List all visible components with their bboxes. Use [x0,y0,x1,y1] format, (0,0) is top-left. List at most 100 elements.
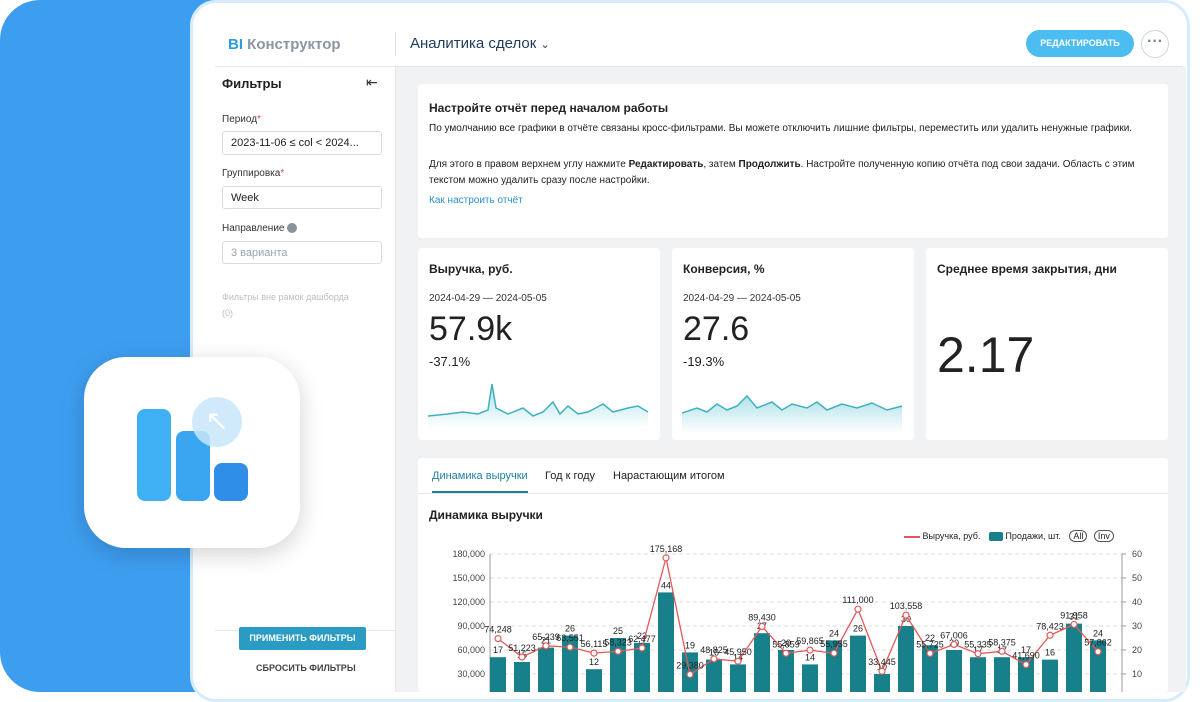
line-value-label: 56,115 [581,639,608,649]
y2-tick-label: 50 [1132,573,1142,583]
notice-link[interactable]: Как настроить отчёт [429,195,523,206]
kpi-value: 2.17 [937,327,1035,383]
info-icon[interactable] [287,223,298,234]
line-value-label: 29,380 [676,660,704,670]
line-point [806,646,814,654]
bar-value-label: 14 [733,652,743,662]
period-label: Период* [222,114,261,125]
line-value-label: 41,690 [1012,651,1040,661]
bar [946,650,962,692]
kpi-card: Конверсия, % 2024-04-29 — 2024-05-05 27.… [672,248,914,440]
apply-button[interactable]: ПРИМЕНИТЬ ФИЛЬТРЫ [239,627,366,650]
bar [490,657,506,692]
line-value-label: 33,445 [868,657,896,667]
label-text: Направление [222,223,285,234]
label-text: Период [222,114,258,125]
line-value-label: 111,000 [842,595,873,605]
y2-tick-label: 10 [1132,669,1142,679]
logo[interactable]: BI Конструктор [228,36,341,53]
more-button[interactable]: ··· [1141,30,1169,58]
line-point [974,650,982,658]
line-point [902,611,910,619]
bar-value-label: 24 [1093,628,1103,638]
notice-text: Для этого в правом верхнем углу нажмите … [429,157,1159,189]
notice-title: Настройте отчёт перед началом работы [429,101,669,115]
label-text: Группировка [222,168,281,179]
required-mark: * [257,114,261,125]
bar-value-label: 25 [613,626,623,636]
app-icon: ↖ [84,357,300,548]
legend-button[interactable]: All [1069,530,1088,542]
period-input[interactable]: 2023-11-06 ≤ col < 2024... [222,131,382,155]
report-select[interactable]: Аналитика сделок ⌄ [410,35,550,52]
bar [586,669,602,692]
tab[interactable]: Нарастающим итогом [613,470,725,482]
y-tick-label: 180,000 [452,549,485,559]
collapse-icon[interactable]: ⇤ [366,74,378,90]
bar [634,642,650,692]
bar-value-label: 19 [685,640,695,650]
line-point [542,642,550,650]
bar [1018,657,1034,692]
line-value-label: 55,335 [964,640,992,650]
bold-text: Редактировать [628,159,704,170]
bar-value-label: 21 [541,636,551,646]
outside-filters[interactable]: Фильтры вне рамок дашборда [222,292,349,302]
text: . Настройте полученную копию отчёта под … [429,159,1135,186]
legend-label[interactable]: Продажи, шт. [1005,531,1061,541]
line-value-label: 55,725 [916,639,944,649]
kpi-title: Конверсия, % [683,262,765,276]
line-value-label: 89,430 [748,612,776,622]
text: Для этого в правом верхнем углу нажмите [429,159,629,170]
line-point [1022,661,1030,669]
bar-value-label: 16 [709,648,719,658]
line-point [854,605,862,613]
sidebar-border [395,67,396,692]
sidebar-title: Фильтры [222,76,282,91]
bar [1042,659,1058,692]
line-value-label: 59,865 [796,636,824,646]
kpi-value: 57.9k [429,310,513,348]
direction-select[interactable]: 3 варианта [222,241,382,264]
bar-value-label: 26 [853,624,863,634]
tab[interactable]: Динамика выручки [432,470,528,493]
line-value-label: 78,423 [1036,621,1064,631]
reset-button[interactable]: СБРОСИТЬ ФИЛЬТРЫ [256,663,356,673]
line-value-label: 58,375 [988,637,1016,647]
grouping-select[interactable]: Week [222,186,382,209]
line-value-label: 55,955 [820,639,848,649]
header-divider [215,66,1183,67]
line-point [566,643,574,651]
bar [754,633,770,692]
line-value-label: 103,558 [890,601,923,611]
outside-count: (0) [222,308,233,318]
line-value-label: 51,223 [508,643,536,653]
edit-button[interactable]: РЕДАКТИРОВАТЬ [1026,30,1134,57]
bar-value-label: 24 [829,628,839,638]
bar [658,592,674,692]
tab[interactable]: Год к году [545,470,596,482]
bar [1066,623,1082,692]
report-title: Аналитика сделок [410,35,537,52]
legend-button[interactable]: Inv [1093,530,1114,542]
tabs-divider [418,493,1168,494]
bar-value-label: 14 [805,652,815,662]
line-point [998,647,1006,655]
line-value-label: 55,859 [772,639,800,649]
kpi-period: 2024-04-29 — 2024-05-05 [683,293,801,304]
legend-label[interactable]: Выручка, руб. [922,531,981,541]
bar [922,645,938,692]
line-value-label: 57,862 [1084,638,1112,648]
bar [802,664,818,692]
line-point [734,657,742,665]
kpi-title: Среднее время закрытия, дни [937,262,1117,276]
line-value-label: 63,551 [556,633,584,643]
line-point [686,670,694,679]
line-point [662,554,670,562]
y2-tick-label: 20 [1132,645,1142,655]
bar-value-label: 23 [637,631,647,641]
kpi-change: -19.3% [683,354,725,369]
text: , затем [703,159,739,170]
bar [706,659,722,692]
